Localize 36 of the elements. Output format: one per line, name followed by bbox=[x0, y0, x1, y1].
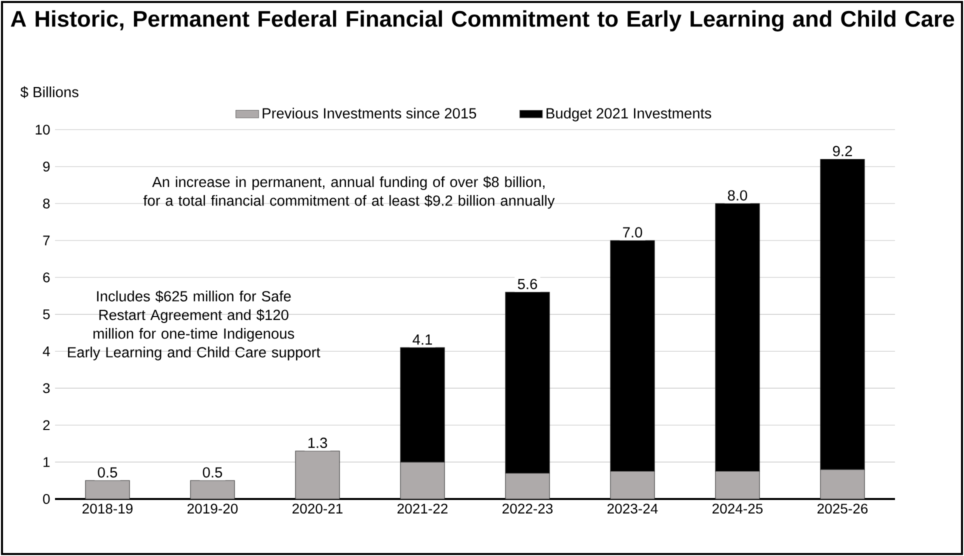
y-tick-label: 2 bbox=[43, 420, 50, 430]
legend-label: Previous Investments since 2015 bbox=[262, 108, 476, 119]
legend-label: Budget 2021 Investments bbox=[546, 108, 712, 122]
chart-title: A Historic, Permanent Federal Financial Commitment to Early Learning and Child Care bbox=[10, 10, 954, 32]
annotation: An increase in permanent, annual funding of over $8 billion, for a total financial commitment of at least $9.2 billion annually bbox=[143, 176, 555, 209]
x-tick-label: 2019-20 bbox=[188, 504, 238, 514]
y-axis-title: $ Billions bbox=[20, 86, 78, 98]
x-tick-label: 2021-22 bbox=[398, 504, 448, 514]
x-tick-label: 2025-26 bbox=[818, 504, 868, 514]
y-tick-label: 10 bbox=[36, 124, 50, 135]
total-label: 9.2 bbox=[832, 146, 852, 156]
total-label: 7.0 bbox=[623, 227, 642, 238]
x-tick-label: 2022-23 bbox=[502, 504, 553, 514]
total-label: 0.5 bbox=[202, 467, 222, 478]
y-tick-label: 4 bbox=[42, 346, 50, 356]
x-tick-label: 2020-21 bbox=[292, 504, 342, 514]
annotation: Includes $625 million for Safe Restart Agreement and $120 million for one-time Indigenous Early Learning and Child Care support bbox=[68, 290, 320, 360]
y-tick-label: 3 bbox=[43, 383, 50, 394]
y-tick-label: 5 bbox=[43, 309, 50, 320]
total-label: 8.0 bbox=[728, 190, 748, 201]
total-label: 4.1 bbox=[412, 334, 432, 345]
x-tick-label: 2018-19 bbox=[82, 504, 133, 514]
y-tick-label: 0 bbox=[43, 494, 50, 504]
total-label: 5.6 bbox=[518, 278, 538, 290]
y-tick-label: 6 bbox=[43, 272, 50, 282]
y-tick-label: 9 bbox=[43, 162, 50, 172]
x-tick-label: 2024-25 bbox=[712, 504, 763, 514]
y-tick-label: 7 bbox=[43, 236, 50, 246]
total-label: 1.3 bbox=[308, 438, 328, 448]
x-tick-label: 2023-24 bbox=[608, 504, 658, 514]
bar bbox=[190, 480, 235, 500]
bar bbox=[85, 480, 130, 500]
y-tick-label: 1 bbox=[44, 457, 50, 467]
y-tick-label: 8 bbox=[43, 198, 50, 208]
total-label: 0.5 bbox=[98, 467, 118, 478]
bar bbox=[295, 450, 340, 500]
